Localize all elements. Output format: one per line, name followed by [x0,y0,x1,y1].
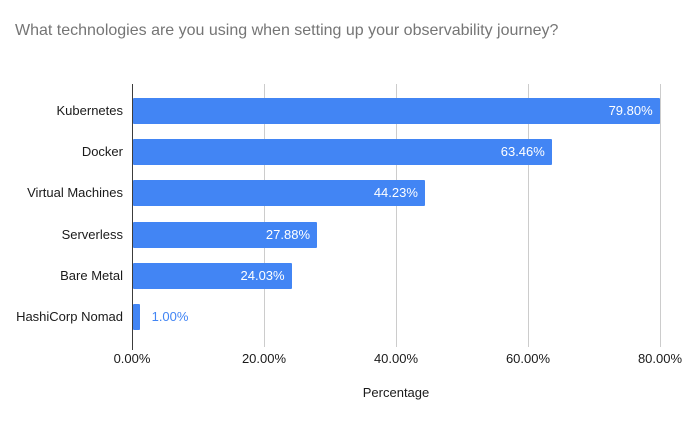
bar-value-label: 44.23% [373,185,418,201]
category-label: HashiCorp Nomad [16,309,123,324]
gridline [264,84,265,347]
gridline [528,84,529,347]
y-axis-baseline [132,84,133,350]
x-tick-label: 20.00% [241,351,287,366]
bar-kubernetes: 79.80% [133,98,660,124]
bar-value-label: 27.88% [265,226,310,242]
bar-hashicorp-nomad [133,304,140,330]
x-tick-label: 60.00% [505,351,551,366]
bar-value-label: 1.00% [151,309,189,324]
bar-value-label: 63.46% [500,144,545,160]
category-label: Docker [81,144,123,160]
x-tick-label: 40.00% [373,351,419,366]
x-tick-label: 80.00% [637,351,683,366]
bar-docker: 63.46% [133,139,552,166]
bar-value-label: 79.80% [608,103,653,118]
x-axis-title: Percentage [362,385,430,400]
category-label: Virtual Machines [27,185,123,201]
category-label: Serverless [61,226,123,242]
bar-virtual-machines: 44.23% [133,180,425,207]
bar-bare-metal: 24.03% [133,262,292,289]
gridline [396,84,397,347]
category-label: Kubernetes [56,103,124,118]
plot-area: 79.80% 63.46% 44.23% 27.88% 24.03% 1.00% [132,84,661,350]
bar-value-label: 24.03% [240,267,285,283]
category-label: Bare Metal [60,267,123,283]
x-tick-label: 0.00% [113,351,151,366]
bar-serverless: 27.88% [133,221,317,248]
chart-title: What technologies are you using when set… [15,22,559,39]
gridline [660,84,661,347]
category-axis: Kubernetes Docker Virtual Machines Serverle… [0,84,123,347]
